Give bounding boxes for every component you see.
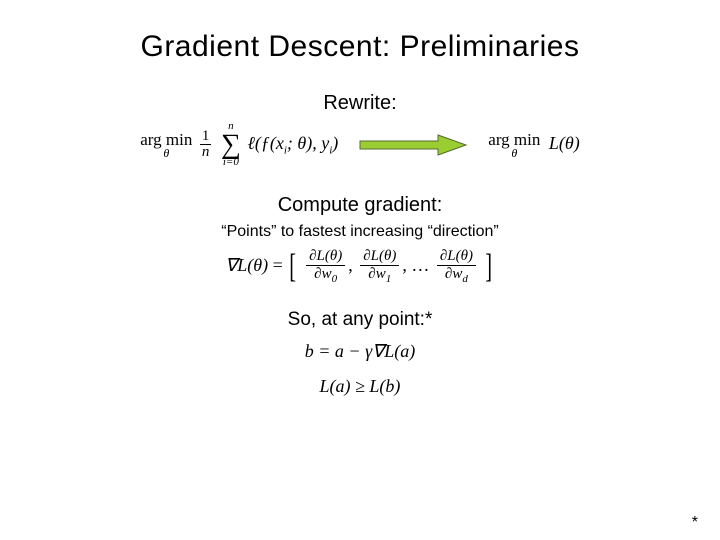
formula-argmin-sum: arg min θ 1 n n ∑ i=0 ℓ(ƒ(xi; θ), yi): [140, 121, 338, 168]
formula-inequality: L(a) ≥ L(b): [50, 376, 670, 397]
compute-label: Compute gradient:: [50, 194, 670, 217]
formula-argmin-L: arg min θ L(θ): [488, 131, 579, 159]
so-label: So, at any point:*: [50, 309, 670, 331]
footnote-star: *: [692, 514, 698, 532]
formula-update: b = a − γ∇L(a): [50, 341, 670, 362]
slide-container: Gradient Descent: Preliminaries Rewrite:…: [0, 0, 720, 431]
formula-gradient: ∇L(θ) = [ ∂L(θ) ∂w0 , ∂L(θ) ∂w1 , … ∂L(θ…: [50, 249, 670, 285]
rewrite-arrow-icon: [358, 132, 468, 158]
slide-title: Gradient Descent: Preliminaries: [50, 30, 670, 64]
update-formulas: b = a − γ∇L(a) L(a) ≥ L(b): [50, 341, 670, 397]
rewrite-row: arg min θ 1 n n ∑ i=0 ℓ(ƒ(xi; θ), yi) ar…: [50, 121, 670, 168]
points-text: “Points” to fastest increasing “directio…: [50, 223, 670, 241]
rewrite-label: Rewrite:: [50, 92, 670, 115]
